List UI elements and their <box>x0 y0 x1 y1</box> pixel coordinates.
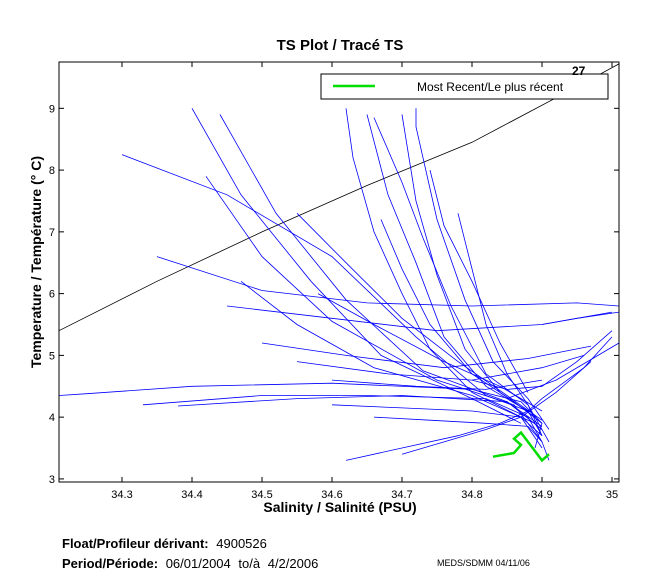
profile-line-5 <box>191 108 522 424</box>
profile-line-6 <box>219 114 543 427</box>
legend-entry-most-recent: Most Recent/Le plus récent <box>417 80 564 94</box>
axis-ticks: 34.3 34.4 34.5 34.6 34.7 34.8 34.9 35 3 4 5 6 7 8 9 <box>49 62 619 501</box>
x-tick-label: 34.8 <box>461 489 482 501</box>
period-separator: to/à <box>238 556 261 571</box>
x-tick-label: 34.9 <box>531 489 552 501</box>
x-tick-label: 34.4 <box>181 489 202 501</box>
profile-line-27 <box>429 170 529 393</box>
y-tick-label: 5 <box>49 350 55 362</box>
profile-line-17 <box>226 305 613 332</box>
x-tick-label: 35 <box>606 489 618 501</box>
profile-line-29 <box>541 311 620 325</box>
profile-line-1 <box>58 382 543 449</box>
profile-line-24 <box>331 404 543 436</box>
most-recent-line <box>492 430 550 463</box>
period-end: 4/2/2006 <box>267 556 319 571</box>
profile-line-7 <box>205 176 543 443</box>
ts-plot: TS Plot / Tracé TS 34.3 34.4 34.5 34.6 34.7 3… <box>28 37 620 515</box>
x-tick-label: 34.7 <box>391 489 412 501</box>
profile-line-19 <box>296 355 585 381</box>
profile-line-30 <box>506 342 620 399</box>
profile-line-10 <box>366 114 529 412</box>
x-tick-label: 34.3 <box>111 489 132 501</box>
profile-line-28 <box>317 293 543 412</box>
profile-line-8 <box>240 280 536 424</box>
profile-line-14 <box>380 219 543 424</box>
x-tick-label: 34.6 <box>321 489 342 501</box>
profile-line-15 <box>296 213 543 421</box>
y-axis-label: Temperature / Température (° C) <box>28 156 44 368</box>
profile-line-23 <box>373 416 550 461</box>
profile-line-25 <box>471 330 613 390</box>
profile-line-9 <box>345 108 543 449</box>
profile-line-16 <box>156 256 620 307</box>
chart-title: TS Plot / Tracé TS <box>277 37 404 54</box>
profile-line-26 <box>457 213 550 443</box>
period-label: Period/Période: <box>62 556 159 571</box>
float-label: Float/Profileur dérivant: <box>62 536 209 551</box>
y-tick-label: 7 <box>49 227 55 239</box>
credit-text: MEDS/SDMM 04/11/06 <box>437 558 530 568</box>
period-start: 06/01/2004 <box>165 556 231 571</box>
x-axis-label: Salinity / Salinité (PSU) <box>263 499 416 515</box>
y-tick-label: 6 <box>49 289 55 301</box>
x-tick-label: 34.5 <box>251 489 272 501</box>
y-tick-label: 4 <box>49 412 55 424</box>
isopycnal-label: 27 <box>572 64 586 78</box>
period-info: Period/Période: 06/01/2004 to/à 4/2/2006 <box>62 556 318 571</box>
plot-area <box>58 63 620 463</box>
profile-line-2 <box>142 395 543 443</box>
profile-line-21 <box>345 336 613 461</box>
profile-line-22 <box>401 361 592 455</box>
float-id: 4900526 <box>216 536 267 551</box>
legend: Most Recent/Le plus récent <box>320 73 609 100</box>
float-info: Float/Profileur dérivant: 4900526 <box>62 536 267 551</box>
profile-line-13 <box>415 108 550 430</box>
y-tick-label: 9 <box>49 103 55 115</box>
y-tick-label: 3 <box>49 474 55 486</box>
y-tick-label: 8 <box>49 165 55 177</box>
profile-line-18 <box>261 342 592 369</box>
plot-frame <box>58 61 620 483</box>
